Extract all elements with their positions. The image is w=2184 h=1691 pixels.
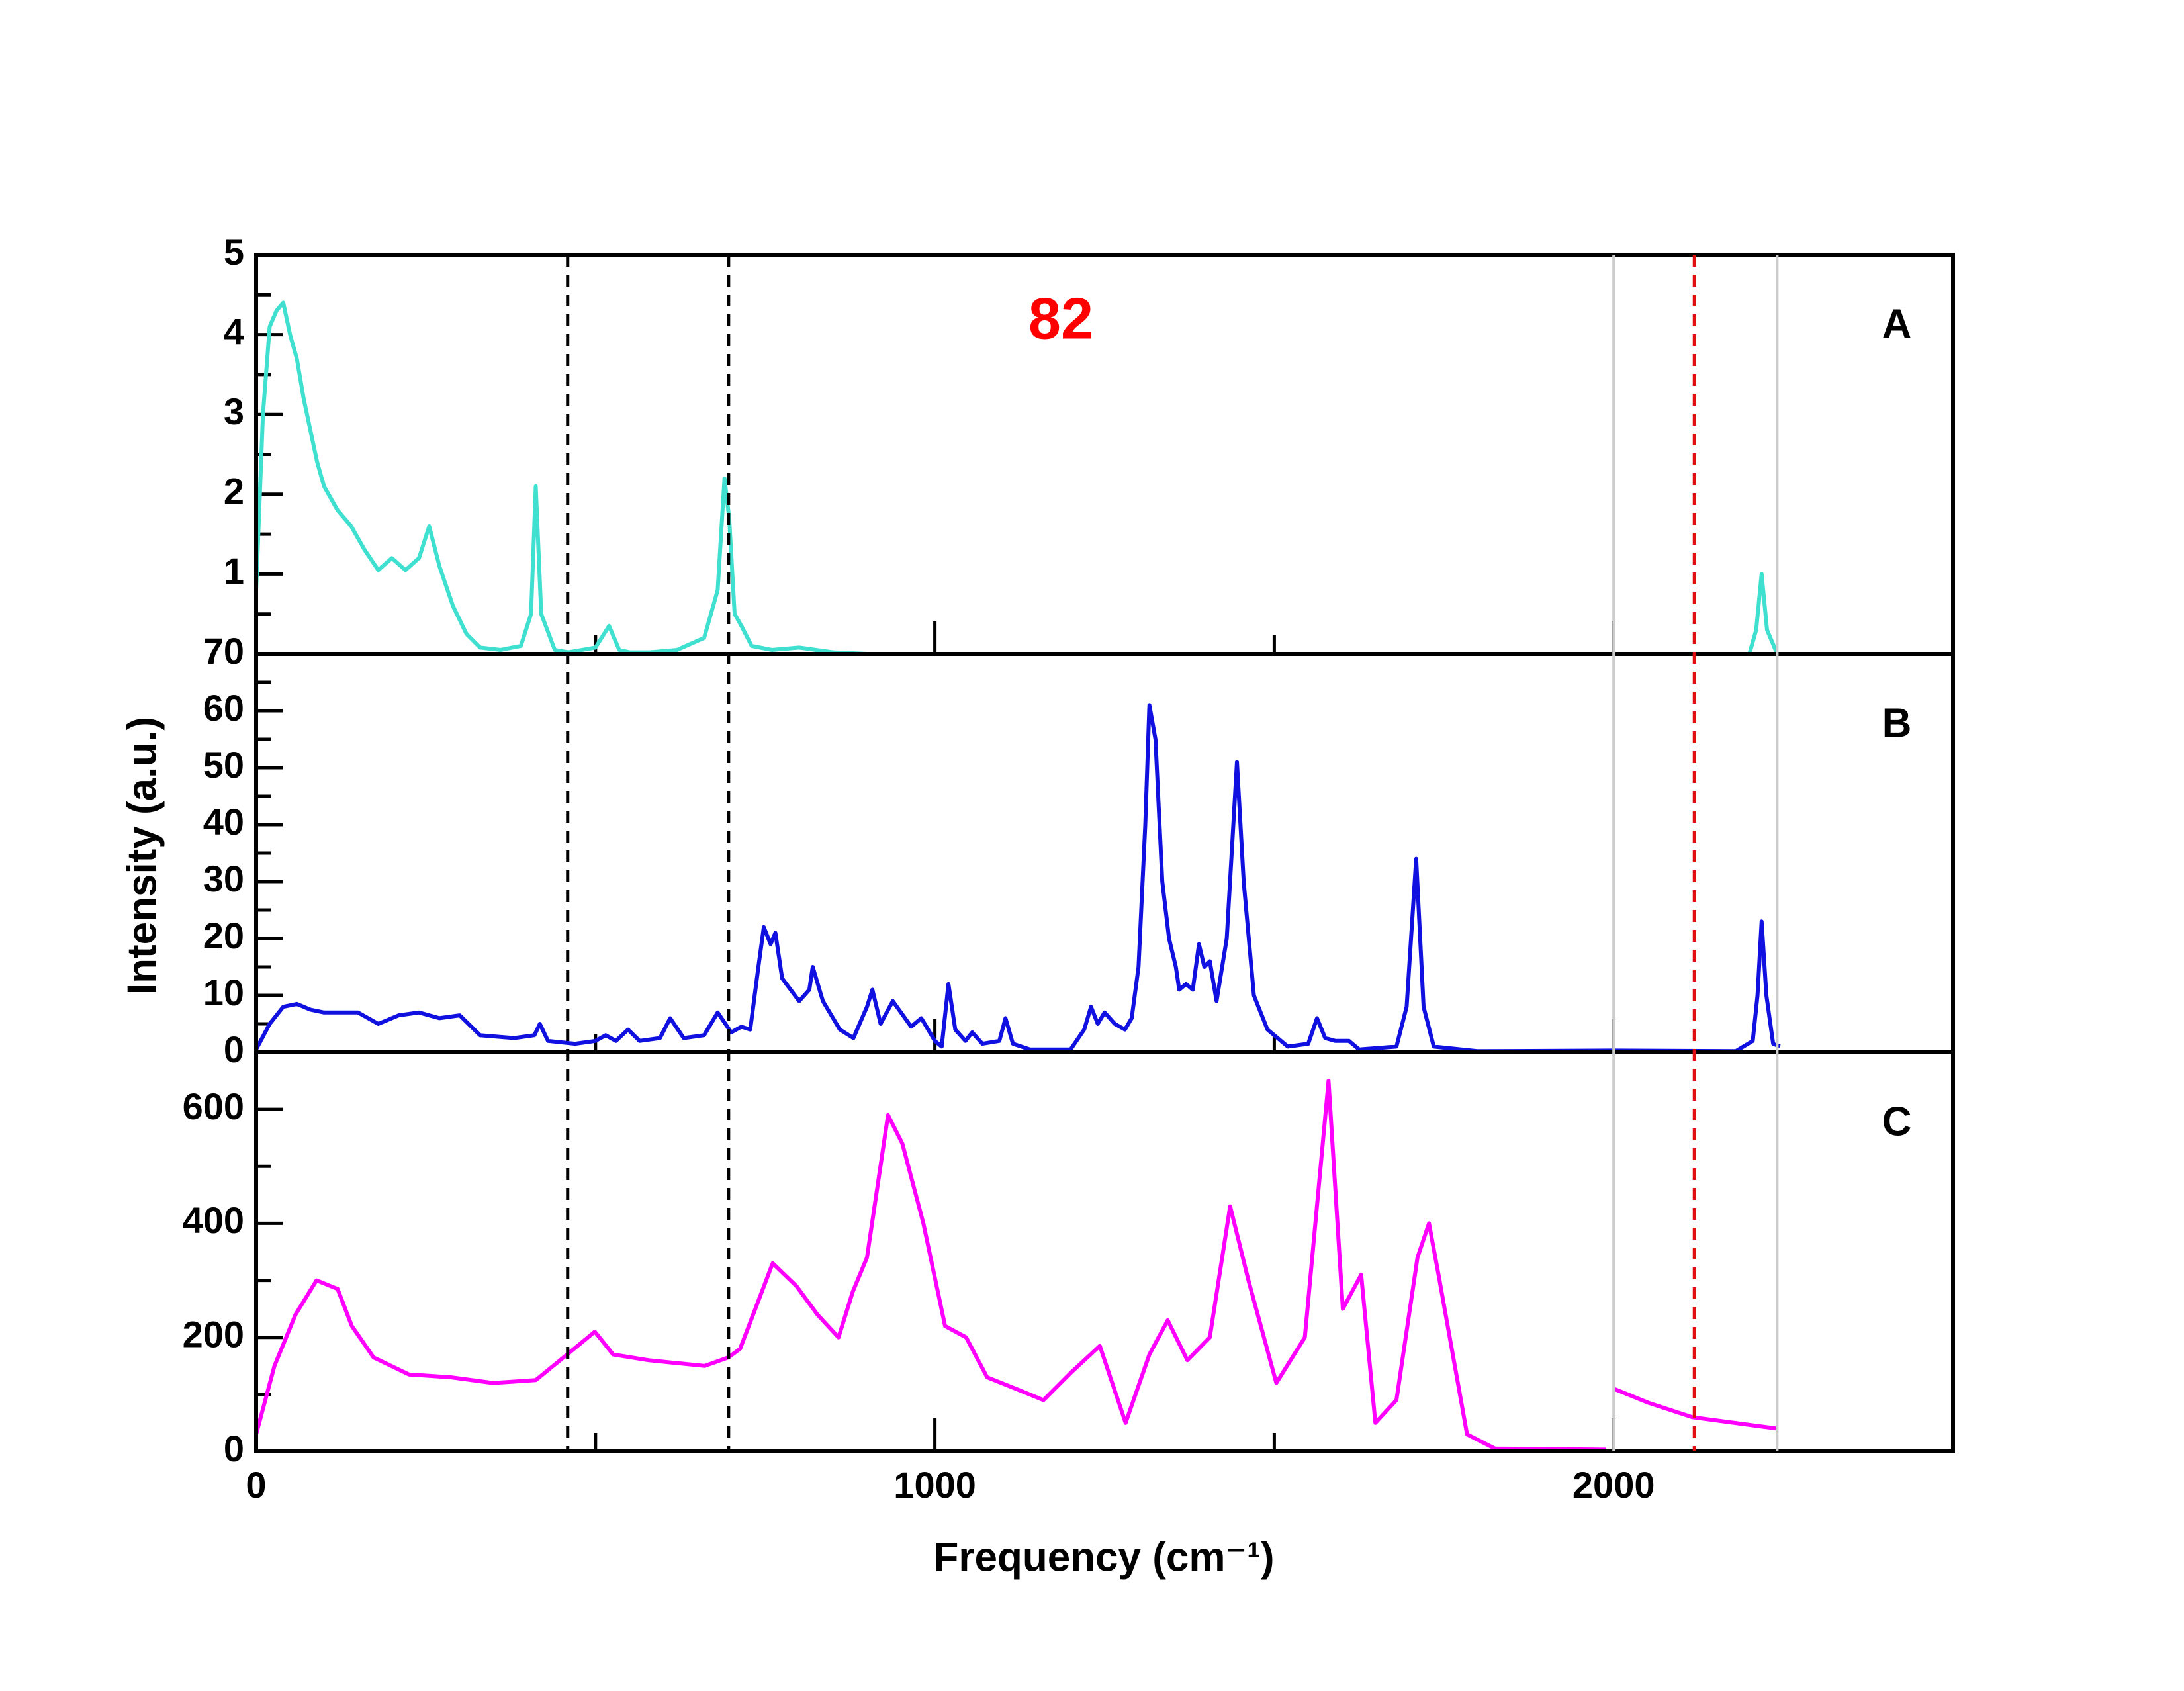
y-tick-label: 20 — [203, 915, 244, 956]
spectrum-line — [256, 703, 1781, 1052]
y-tick-label: 200 — [183, 1314, 244, 1355]
panel-frame — [254, 652, 1955, 1054]
panel-frame — [254, 253, 1955, 656]
y-tick-label: 1 — [224, 550, 244, 592]
y-tick-label: 40 — [203, 801, 244, 843]
annotation: 82 — [1028, 285, 1093, 351]
panel-frame — [254, 1050, 1955, 1453]
y-tick-label: 30 — [203, 858, 244, 899]
y-axis-label: Intensity (a.u.) — [119, 717, 165, 995]
panel-label: B — [1882, 700, 1912, 746]
y-tick-label: 70 — [203, 630, 244, 672]
spectrum-line — [256, 1079, 1778, 1451]
y-tick-label: 60 — [203, 687, 244, 729]
y-tick-label: 50 — [203, 744, 244, 786]
y-tick-label: 2 — [224, 471, 244, 512]
spectrum-line — [256, 300, 1779, 654]
y-tick-label: 3 — [224, 390, 244, 432]
y-tick-label: 600 — [183, 1085, 244, 1127]
x-tick-label: 2000 — [1572, 1464, 1655, 1506]
y-tick-label: 400 — [183, 1199, 244, 1241]
x-tick-label: 1000 — [893, 1464, 976, 1506]
y-tick-label: 0 — [224, 1028, 244, 1070]
panel-label: C — [1882, 1099, 1912, 1144]
panel-label: A — [1882, 301, 1912, 347]
x-axis-label: Frequency (cm⁻¹) — [933, 1534, 1274, 1580]
y-tick-label: 5 — [224, 231, 244, 273]
y-tick-label: 4 — [224, 310, 244, 352]
y-tick-label: 0 — [224, 1428, 244, 1469]
x-tick-label: 0 — [246, 1464, 266, 1506]
y-tick-label: 10 — [203, 972, 244, 1013]
